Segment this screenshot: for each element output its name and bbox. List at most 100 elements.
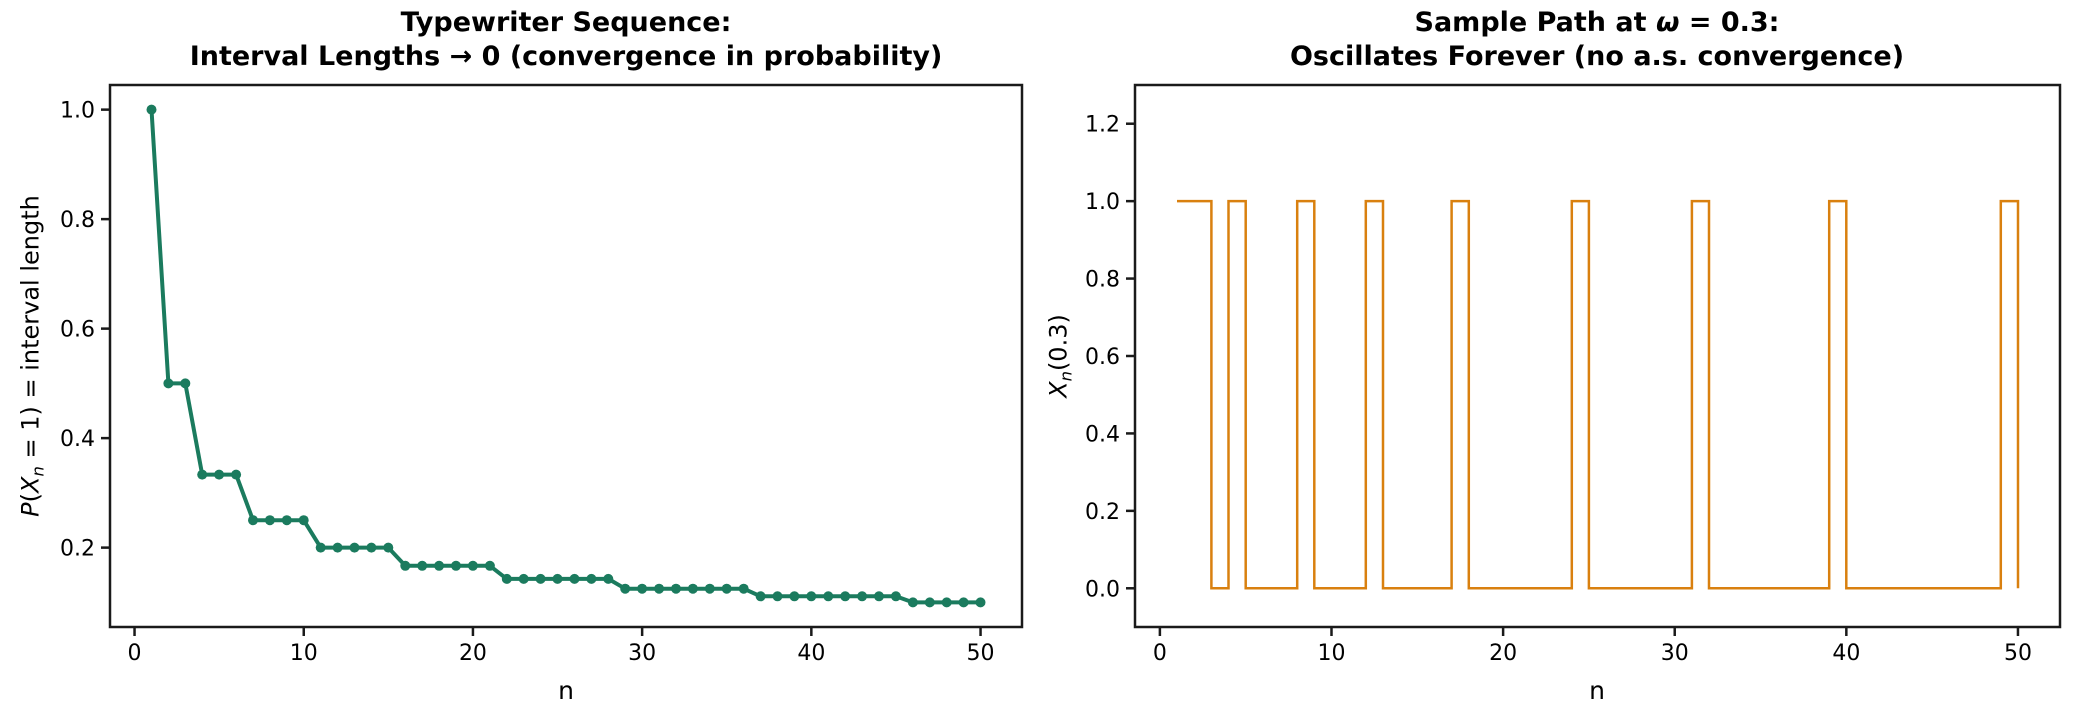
x-tick-label: 50 (967, 641, 995, 666)
data-point-marker (146, 104, 157, 115)
text-segment: = 0.3: (1679, 7, 1780, 38)
text-segment: Sample Path at (1414, 7, 1656, 38)
text-segment: n (28, 466, 48, 477)
data-point-marker (180, 378, 191, 389)
x-tick-label: 20 (459, 641, 487, 666)
data-point-marker (654, 583, 665, 594)
data-point-marker (857, 591, 868, 602)
x-tick-label: 40 (1832, 641, 1860, 666)
data-point-marker (484, 560, 495, 571)
data-point-marker (281, 515, 292, 526)
data-point-marker (197, 469, 208, 480)
data-point-marker (874, 591, 884, 602)
y-tick-label: 0.2 (60, 537, 95, 562)
data-point-marker (248, 515, 258, 526)
data-point-marker (958, 597, 969, 608)
data-point-marker (890, 591, 901, 602)
x-tick-label: 40 (797, 641, 825, 666)
left-x-axis-label: n (558, 676, 574, 705)
y-tick-label: 0.4 (1085, 422, 1120, 447)
text-segment: ( (16, 492, 45, 503)
x-tick-label: 0 (128, 641, 142, 666)
data-point-marker (603, 573, 614, 584)
text-segment: n (1056, 371, 1076, 382)
data-point-marker (417, 560, 428, 571)
data-point-marker (721, 583, 732, 594)
data-point-marker (772, 591, 783, 602)
x-tick-label: 30 (628, 641, 656, 666)
x-tick-label: 10 (290, 641, 318, 666)
right-y-axis-label: Xn(0.3) (1045, 314, 1076, 398)
left-chart-title: Typewriter Sequence: Interval Lengths → … (190, 6, 943, 74)
data-point-marker (383, 542, 394, 553)
y-tick-label: 0.8 (1085, 268, 1120, 293)
data-point-marker (941, 597, 952, 608)
data-point-marker (552, 573, 563, 584)
x-tick-label: 50 (2004, 641, 2032, 666)
data-point-marker (975, 597, 986, 608)
data-point-marker (823, 591, 834, 602)
y-tick-label: 0.6 (60, 318, 95, 343)
text-segment: P (16, 502, 45, 517)
y-tick-label: 1.2 (1085, 113, 1120, 138)
right-chart: 0 10 20 30 40 50 0.0 0.2 0.4 0.6 0.8 1.0 1.2 (1085, 83, 2062, 666)
data-point-marker (332, 542, 343, 553)
data-point-marker (620, 583, 631, 594)
axes-box (1133, 83, 2062, 629)
data-point-marker (907, 597, 918, 608)
text-segment: Oscillates Forever (no a.s. convergence) (1289, 41, 1905, 72)
data-point-marker (586, 573, 597, 584)
data-point-marker (214, 469, 225, 480)
left-y-axis-label: P(Xn = 1) = interval length (17, 195, 48, 517)
text-segment: X (1044, 381, 1073, 398)
text-segment: ω (1655, 7, 1680, 38)
data-point-marker (298, 515, 309, 526)
data-point-marker (434, 560, 445, 571)
data-point-marker (738, 583, 749, 594)
data-point-marker (400, 560, 411, 571)
data-point-marker (366, 542, 377, 553)
x-tick-label: 30 (1661, 641, 1689, 666)
data-point-marker (264, 515, 275, 526)
x-tick-label: 10 (1317, 641, 1345, 666)
y-tick-label: 0.8 (60, 208, 95, 233)
text-segment: X (16, 476, 45, 493)
data-point-marker (501, 573, 512, 584)
right-chart-title-line2: Oscillates Forever (no a.s. convergence) (1290, 40, 1904, 74)
right-x-axis-label: n (1589, 676, 1605, 705)
y-tick-label: 0.4 (60, 427, 95, 452)
data-point-marker (535, 573, 546, 584)
data-point-marker (806, 591, 817, 602)
data-point-marker (687, 583, 698, 594)
data-point-marker (840, 591, 851, 602)
left-chart-title-line2: Interval Lengths → 0 (convergence in pro… (190, 40, 943, 74)
right-chart-title: Sample Path at ω = 0.3: Oscillates Forev… (1290, 6, 1904, 74)
data-point-marker (569, 573, 580, 584)
left-chart: 0 10 20 30 40 50 0.2 0.4 0.6 0.8 1.0 (60, 83, 1024, 666)
data-point-marker (163, 378, 174, 389)
data-point-marker (924, 597, 935, 608)
left-chart-title-line1: Typewriter Sequence: (190, 6, 943, 40)
text-segment: Interval Lengths → 0 (convergence in pro… (189, 41, 943, 72)
data-point-marker (704, 583, 715, 594)
data-point-marker (637, 583, 648, 594)
y-tick-label: 1.0 (1085, 190, 1120, 215)
y-tick-label: 0.2 (1085, 500, 1120, 525)
axes-box (108, 83, 1024, 629)
data-point-marker (231, 469, 242, 480)
x-tick-label: 0 (1153, 641, 1167, 666)
data-point-marker (315, 542, 326, 553)
data-point-marker (467, 560, 478, 571)
data-point-marker (518, 573, 529, 584)
text-segment: Typewriter Sequence: (400, 7, 732, 38)
data-point-marker (755, 591, 766, 602)
y-tick-label: 0.0 (1085, 577, 1120, 602)
data-point-marker (671, 583, 681, 594)
right-chart-title-line1: Sample Path at ω = 0.3: (1290, 6, 1904, 40)
data-point-marker (349, 542, 360, 553)
step-series-line (1177, 199, 2020, 590)
data-point-marker (451, 560, 461, 571)
text-segment: (0.3) (1044, 314, 1073, 372)
